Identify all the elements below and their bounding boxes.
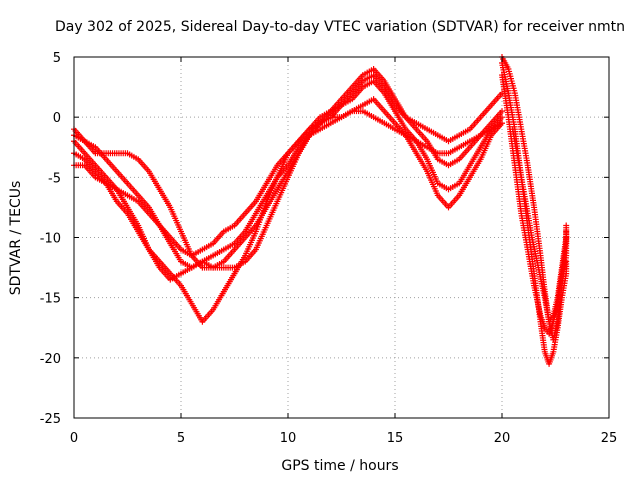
y-tick-label: -20	[40, 352, 61, 367]
x-tick-label: 15	[387, 431, 404, 446]
x-tick-label: 25	[601, 431, 618, 446]
y-tick-label: -15	[40, 292, 61, 307]
x-tick-label: 5	[177, 431, 185, 446]
series-1	[71, 66, 505, 271]
y-tick-label: -10	[40, 232, 61, 247]
chart-title: Day 302 of 2025, Sidereal Day-to-day VTE…	[55, 19, 625, 35]
x-axis-label: GPS time / hours	[281, 458, 398, 474]
series-4	[71, 108, 505, 259]
data-points	[71, 54, 570, 367]
y-tick-label: 5	[53, 51, 61, 66]
data-point	[563, 234, 570, 241]
y-tick-label: -25	[40, 412, 61, 427]
y-tick-label: 0	[53, 111, 61, 126]
x-tick-label: 10	[280, 431, 297, 446]
x-axis-ticks: 0 5 10 15 20 25	[70, 57, 617, 446]
series-5	[71, 72, 505, 271]
data-point	[499, 120, 505, 127]
data-point	[499, 114, 505, 121]
x-tick-label: 20	[494, 431, 511, 446]
series-2	[71, 78, 505, 283]
y-tick-label: -5	[48, 171, 61, 186]
series-9	[509, 126, 570, 325]
series-3	[71, 96, 505, 325]
x-tick-label: 0	[70, 431, 78, 446]
y-axis-label: SDTVAR / TECUs	[8, 181, 24, 296]
data-point	[499, 108, 505, 115]
y-axis-ticks: 5 0 -5 -10 -15 -20 -25	[40, 51, 609, 427]
data-point	[563, 222, 570, 229]
